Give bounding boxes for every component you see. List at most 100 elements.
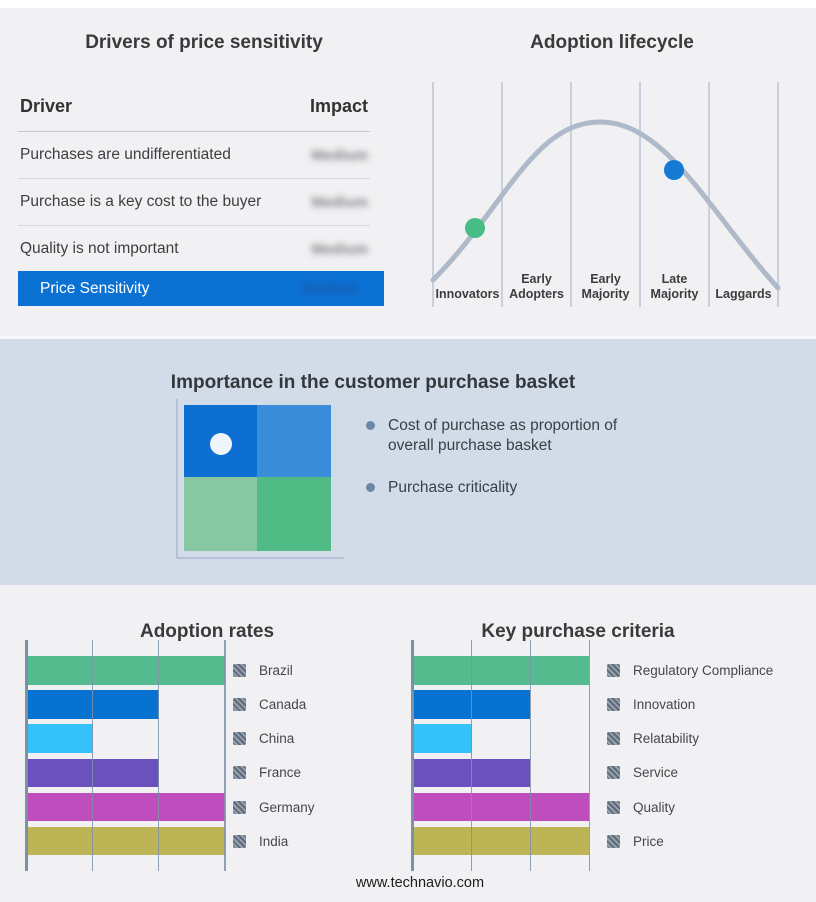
lifecycle-panel-title: Adoption lifecycle: [530, 31, 694, 53]
driver-column-header: Driver: [20, 96, 73, 116]
legend-item: Germany: [233, 793, 315, 822]
gridline: [91, 640, 93, 871]
hatched-swatch-icon: [607, 732, 620, 746]
bar-regulatory-compliance: [413, 656, 589, 685]
bar-relatability: [413, 724, 472, 753]
stage-label-early-majority: Early Majority: [581, 272, 630, 301]
stage-label-innovators: Innovators: [435, 287, 500, 301]
legend-label: Quality: [633, 799, 676, 815]
legend-label: Brazil: [259, 662, 293, 678]
stage-label-laggards: Laggards: [715, 287, 772, 301]
bar-china: [27, 724, 93, 753]
adoption-rates-bars: [27, 656, 225, 861]
gridline: [529, 640, 531, 871]
drivers-table: Driver Impact Purchases are undifferenti…: [18, 88, 370, 272]
legend-label: Relatability: [633, 731, 700, 747]
legend-label: Canada: [259, 696, 307, 712]
legend-item: Service: [607, 759, 773, 788]
matrix-quadrant-top-right: [257, 405, 331, 477]
legend-label: China: [259, 731, 295, 747]
legend-item: China: [233, 724, 315, 753]
legend-item: Canada: [233, 690, 315, 719]
y-axis-line: [25, 640, 28, 871]
table-row: Quality is not important Medium: [18, 226, 370, 272]
gridline: [224, 640, 226, 871]
innovators-marker-dot: [465, 218, 485, 238]
impact-cell-blurred: Medium: [301, 280, 358, 297]
bar-germany: [27, 792, 225, 822]
adoption-rates-title: Adoption rates: [139, 620, 275, 642]
table-row: Purchases are undifferentiated Medium: [18, 132, 370, 179]
bullet-text: Cost of purchase as proportion of overal…: [388, 417, 618, 454]
legend-item: Brazil: [233, 656, 315, 685]
impact-cell-blurred: Medium: [311, 240, 368, 258]
gridline: [588, 640, 590, 871]
list-item: Cost of purchase as proportion of overal…: [366, 416, 632, 456]
legend-item: Regulatory Compliance: [607, 656, 773, 685]
legend-label: Service: [633, 765, 679, 781]
bar-price: [413, 826, 589, 856]
highlight-row-label: Price Sensitivity: [40, 279, 150, 297]
legend-item: Quality: [607, 793, 773, 822]
impact-cell-blurred: Medium: [311, 146, 368, 164]
purchase-basket-matrix: [184, 405, 331, 551]
legend-label: Price: [633, 833, 664, 849]
gridline: [470, 640, 472, 871]
y-axis-line: [411, 640, 414, 871]
legend-label: Regulatory Compliance: [633, 662, 774, 678]
legend-label: Germany: [259, 799, 315, 815]
hatched-swatch-icon: [233, 766, 246, 780]
stage-label-early-adopters: Early Adopters: [509, 272, 564, 301]
price-sensitivity-highlight-row: Price Sensitivity Medium: [18, 271, 384, 306]
lifecycle-stage-labels: Innovators Early Adopters Early Majority…: [433, 264, 778, 304]
hatched-swatch-icon: [607, 834, 620, 848]
list-item: Purchase criticality: [366, 478, 632, 498]
key-purchase-criteria-title: Key purchase criteria: [481, 620, 675, 642]
lifecycle-gridlines: [432, 82, 779, 307]
matrix-axis-frame: [176, 399, 344, 559]
purchase-basket-band: [0, 336, 816, 585]
matrix-quadrant-bottom-right: [257, 477, 331, 551]
top-white-strip: [0, 0, 816, 8]
bar-brazil: [27, 656, 225, 685]
legend-item: France: [233, 759, 315, 788]
key-purchase-criteria-legend: Regulatory Compliance Innovation Relatabil…: [607, 656, 773, 861]
hatched-swatch-icon: [607, 766, 620, 780]
gridline: [157, 640, 159, 871]
bar-india: [27, 826, 225, 856]
adoption-rates-legend: Brazil Canada China France Germany India: [233, 656, 315, 861]
driver-cell: Quality is not important: [20, 240, 179, 257]
basket-bullet-list: Cost of purchase as proportion of overal…: [366, 416, 632, 520]
legend-item: Relatability: [607, 724, 773, 753]
impact-column-header: Impact: [309, 96, 368, 116]
bullet-icon: [366, 421, 375, 430]
hatched-swatch-icon: [607, 663, 620, 677]
table-row: Purchase is a key cost to the buyer Medi…: [18, 179, 370, 226]
hatched-swatch-icon: [233, 697, 246, 711]
legend-label: India: [259, 833, 289, 849]
legend-label: France: [259, 765, 302, 781]
basket-panel-title: Importance in the customer purchase bask…: [170, 371, 576, 393]
hatched-swatch-icon: [607, 697, 620, 711]
matrix-quadrant-bottom-left: [184, 477, 257, 551]
legend-item: Price: [607, 827, 773, 856]
hatched-swatch-icon: [607, 800, 620, 814]
driver-cell: Purchases are undifferentiated: [20, 146, 231, 163]
stage-label-late-majority: Late Majority: [650, 272, 699, 301]
bullet-text: Purchase criticality: [388, 479, 518, 496]
hatched-swatch-icon: [233, 834, 246, 848]
hatched-swatch-icon: [233, 800, 246, 814]
hatched-swatch-icon: [233, 663, 246, 677]
driver-cell: Purchase is a key cost to the buyer: [20, 193, 262, 210]
bar-quality: [413, 792, 589, 822]
late-majority-marker-dot: [664, 160, 684, 180]
key-purchase-criteria-bars: [413, 656, 589, 861]
matrix-position-dot: [210, 433, 232, 455]
footer-url[interactable]: www.technavio.com: [355, 875, 485, 891]
legend-item: Innovation: [607, 690, 773, 719]
adoption-lifecycle-chart: [430, 82, 781, 307]
drivers-panel-title: Drivers of price sensitivity: [85, 31, 323, 53]
impact-cell-blurred: Medium: [311, 193, 368, 211]
bullet-icon: [366, 483, 375, 492]
